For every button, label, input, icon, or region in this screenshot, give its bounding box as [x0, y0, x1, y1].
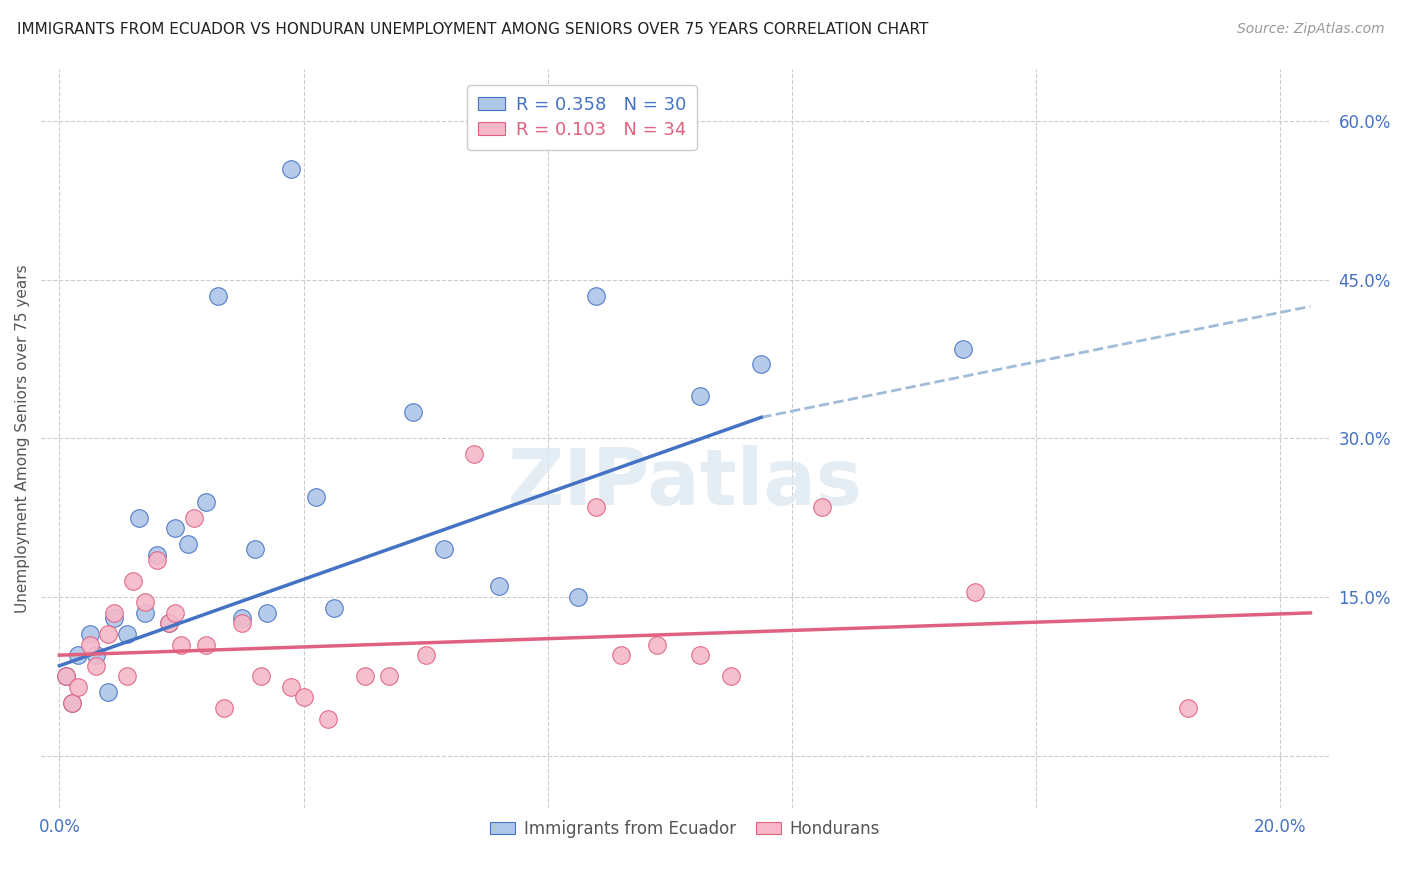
- Point: [84, 658, 107, 673]
- Point: [488, 579, 510, 593]
- Point: [433, 542, 456, 557]
- Point: [66, 680, 89, 694]
- Point: [1177, 701, 1199, 715]
- Point: [103, 611, 125, 625]
- Point: [97, 685, 120, 699]
- Point: [720, 669, 742, 683]
- Point: [610, 648, 633, 662]
- Point: [463, 447, 485, 461]
- Point: [415, 648, 437, 662]
- Point: [121, 574, 143, 589]
- Point: [165, 521, 187, 535]
- Point: [353, 669, 375, 683]
- Point: [585, 289, 607, 303]
- Legend: Immigrants from Ecuador, Hondurans: Immigrants from Ecuador, Hondurans: [484, 814, 886, 845]
- Point: [55, 669, 77, 683]
- Point: [231, 616, 253, 631]
- Point: [963, 584, 986, 599]
- Point: [134, 595, 156, 609]
- Point: [647, 638, 669, 652]
- Point: [305, 490, 328, 504]
- Point: [60, 696, 83, 710]
- Point: [207, 289, 229, 303]
- Point: [115, 669, 138, 683]
- Point: [811, 500, 834, 515]
- Y-axis label: Unemployment Among Seniors over 75 years: Unemployment Among Seniors over 75 years: [15, 264, 30, 613]
- Point: [280, 680, 302, 694]
- Point: [146, 548, 169, 562]
- Point: [157, 616, 180, 631]
- Point: [79, 638, 101, 652]
- Point: [134, 606, 156, 620]
- Point: [194, 638, 217, 652]
- Point: [402, 405, 425, 419]
- Point: [97, 627, 120, 641]
- Text: ZIPatlas: ZIPatlas: [508, 445, 862, 521]
- Text: Source: ZipAtlas.com: Source: ZipAtlas.com: [1237, 22, 1385, 37]
- Point: [749, 358, 772, 372]
- Point: [292, 690, 315, 705]
- Point: [378, 669, 401, 683]
- Point: [170, 638, 193, 652]
- Point: [243, 542, 266, 557]
- Point: [256, 606, 278, 620]
- Point: [689, 389, 711, 403]
- Point: [231, 611, 253, 625]
- Point: [183, 510, 205, 524]
- Point: [249, 669, 271, 683]
- Point: [103, 606, 125, 620]
- Point: [79, 627, 101, 641]
- Point: [952, 342, 974, 356]
- Text: IMMIGRANTS FROM ECUADOR VS HONDURAN UNEMPLOYMENT AMONG SENIORS OVER 75 YEARS COR: IMMIGRANTS FROM ECUADOR VS HONDURAN UNEM…: [17, 22, 928, 37]
- Point: [157, 616, 180, 631]
- Point: [689, 648, 711, 662]
- Point: [66, 648, 89, 662]
- Point: [165, 606, 187, 620]
- Point: [176, 537, 198, 551]
- Point: [146, 553, 169, 567]
- Point: [585, 500, 607, 515]
- Point: [280, 161, 302, 176]
- Point: [128, 510, 150, 524]
- Point: [55, 669, 77, 683]
- Point: [60, 696, 83, 710]
- Point: [194, 495, 217, 509]
- Point: [323, 600, 346, 615]
- Point: [316, 712, 339, 726]
- Point: [84, 648, 107, 662]
- Point: [115, 627, 138, 641]
- Point: [567, 590, 589, 604]
- Point: [212, 701, 235, 715]
